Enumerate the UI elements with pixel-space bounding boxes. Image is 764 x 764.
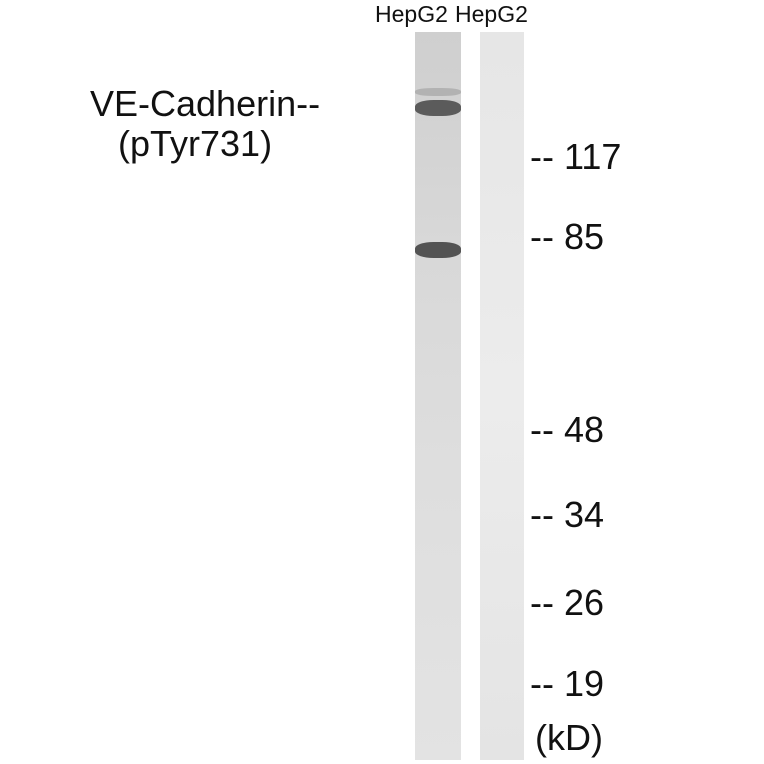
band-ve-cadherin xyxy=(415,100,461,116)
unit-label: (kD) xyxy=(535,717,603,758)
protein-label-line2: (pTyr731) xyxy=(118,123,273,164)
band-lower xyxy=(415,242,461,258)
faint-band xyxy=(415,88,461,96)
marker-34: -- 34 xyxy=(530,494,605,535)
marker-26: -- 26 xyxy=(530,582,605,623)
marker-117: -- 117 xyxy=(530,136,622,177)
lane-1-label: HepG2 xyxy=(375,1,448,27)
marker-48: -- 48 xyxy=(530,409,605,450)
protein-label-line1: VE-Cadherin-- xyxy=(90,83,321,124)
lane-2-label: HepG2 xyxy=(455,1,528,27)
marker-85: -- 85 xyxy=(530,216,605,257)
lane-2 xyxy=(480,32,524,760)
lane-1 xyxy=(415,32,461,760)
marker-19: -- 19 xyxy=(530,663,605,704)
